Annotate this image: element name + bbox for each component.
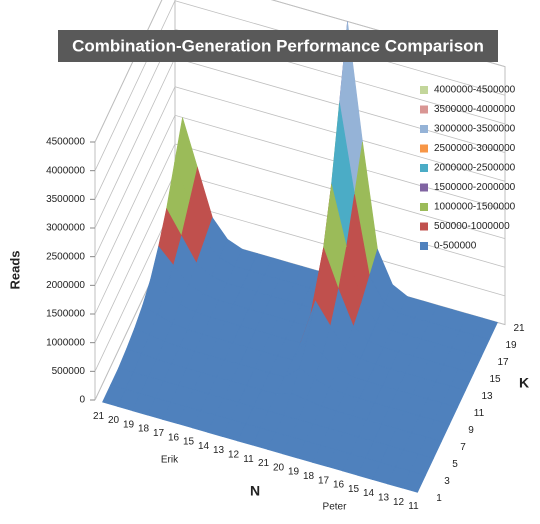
z-tick-label: 1000000 bbox=[46, 337, 85, 348]
z-tick-label: 500000 bbox=[52, 366, 86, 377]
legend-label: 1500000-2000000 bbox=[434, 182, 516, 193]
legend-swatch bbox=[420, 222, 428, 231]
y-tick-label: 11 bbox=[474, 408, 485, 419]
x-tick-label: 17 bbox=[318, 475, 330, 486]
x-tick-label: 15 bbox=[348, 484, 360, 495]
y-tick-label: 1 bbox=[436, 493, 442, 504]
x-tick-label: 17 bbox=[153, 428, 165, 439]
legend-label: 4000000-4500000 bbox=[434, 85, 516, 96]
x-tick-label: 19 bbox=[288, 467, 300, 478]
y-tick-label: 9 bbox=[468, 425, 474, 436]
x-tick-label: 20 bbox=[108, 415, 120, 426]
x-tick-label: 11 bbox=[243, 454, 254, 465]
z-tick-label: 0 bbox=[79, 395, 85, 406]
x-tick-label: 16 bbox=[168, 432, 180, 443]
legend-label: 500000-1000000 bbox=[434, 221, 510, 232]
x-tick-label: 21 bbox=[93, 411, 105, 422]
legend-label: 3000000-3500000 bbox=[434, 124, 516, 135]
legend-swatch bbox=[420, 144, 428, 153]
x-tick-label: 18 bbox=[138, 424, 150, 435]
grid-line bbox=[94, 86, 506, 257]
x-tick-label: 13 bbox=[378, 492, 390, 503]
legend: 0-500000 500000-1000000 1000000-1500000 150… bbox=[420, 85, 516, 252]
group-label: Peter bbox=[323, 502, 348, 513]
y-tick-label: 7 bbox=[460, 442, 466, 453]
legend-swatch bbox=[420, 105, 428, 114]
z-tick-label: 2000000 bbox=[46, 280, 85, 291]
x-tick-label: 18 bbox=[303, 471, 315, 482]
grid-line bbox=[94, 143, 506, 315]
y-tick-label: 13 bbox=[481, 391, 493, 402]
legend-label: 1000000-1500000 bbox=[434, 202, 516, 213]
legend-swatch bbox=[420, 183, 428, 192]
x-tick-label: 12 bbox=[228, 449, 240, 460]
x-tick-label: 19 bbox=[123, 419, 135, 430]
surface-patch bbox=[402, 470, 426, 493]
legend-swatch bbox=[420, 125, 428, 133]
legend-label: 0-500000 bbox=[434, 241, 477, 252]
x-tick-label: 14 bbox=[363, 488, 375, 499]
y-tick-label: 19 bbox=[505, 340, 517, 351]
x-tick-label: 12 bbox=[393, 497, 405, 508]
grid-line bbox=[94, 0, 506, 171]
legend-swatch bbox=[420, 242, 428, 250]
legend-label: 2000000-2500000 bbox=[434, 163, 516, 174]
x-tick-label: 16 bbox=[333, 480, 345, 491]
z-tick-label: 4500000 bbox=[46, 137, 85, 148]
z-tick-label: 1500000 bbox=[46, 309, 85, 320]
z-tick-label: 4000000 bbox=[46, 165, 85, 176]
title-box bbox=[58, 30, 498, 62]
y-tick-label: 21 bbox=[513, 323, 525, 334]
z-tick-label: 2500000 bbox=[46, 251, 85, 262]
z-tick-label: 3500000 bbox=[46, 194, 85, 205]
x-tick-label: 20 bbox=[273, 462, 285, 473]
group-label: Erik bbox=[161, 454, 179, 465]
chart-title: Combination-Generation Performance Compa… bbox=[72, 36, 484, 55]
legend-label: 2500000-3000000 bbox=[434, 143, 516, 154]
legend-swatch bbox=[420, 203, 428, 211]
y-axis-title: K bbox=[519, 375, 529, 391]
z-tick-label: 3000000 bbox=[46, 223, 85, 234]
grid-line bbox=[94, 28, 506, 200]
y-tick-label: 15 bbox=[489, 374, 501, 385]
y-tick-label: 17 bbox=[497, 357, 509, 368]
labels: 0 500000 1000000 1500000 2000000 2500000 30000… bbox=[46, 137, 525, 513]
x-tick-label: 14 bbox=[198, 441, 210, 452]
x-axis-title: N bbox=[250, 483, 260, 499]
legend-label: 3500000-4000000 bbox=[434, 104, 516, 115]
x-tick-label: 21 bbox=[258, 458, 270, 469]
x-tick-label: 15 bbox=[183, 437, 195, 448]
z-axis-title: Reads bbox=[7, 250, 22, 289]
legend-swatch bbox=[420, 164, 428, 172]
legend-swatch bbox=[420, 86, 428, 94]
x-tick-label: 13 bbox=[213, 445, 225, 456]
y-tick-label: 3 bbox=[444, 476, 450, 487]
grid-line bbox=[94, 114, 506, 286]
x-tick-label: 11 bbox=[408, 501, 419, 512]
y-tick-label: 5 bbox=[452, 459, 458, 470]
surface bbox=[102, 21, 498, 493]
